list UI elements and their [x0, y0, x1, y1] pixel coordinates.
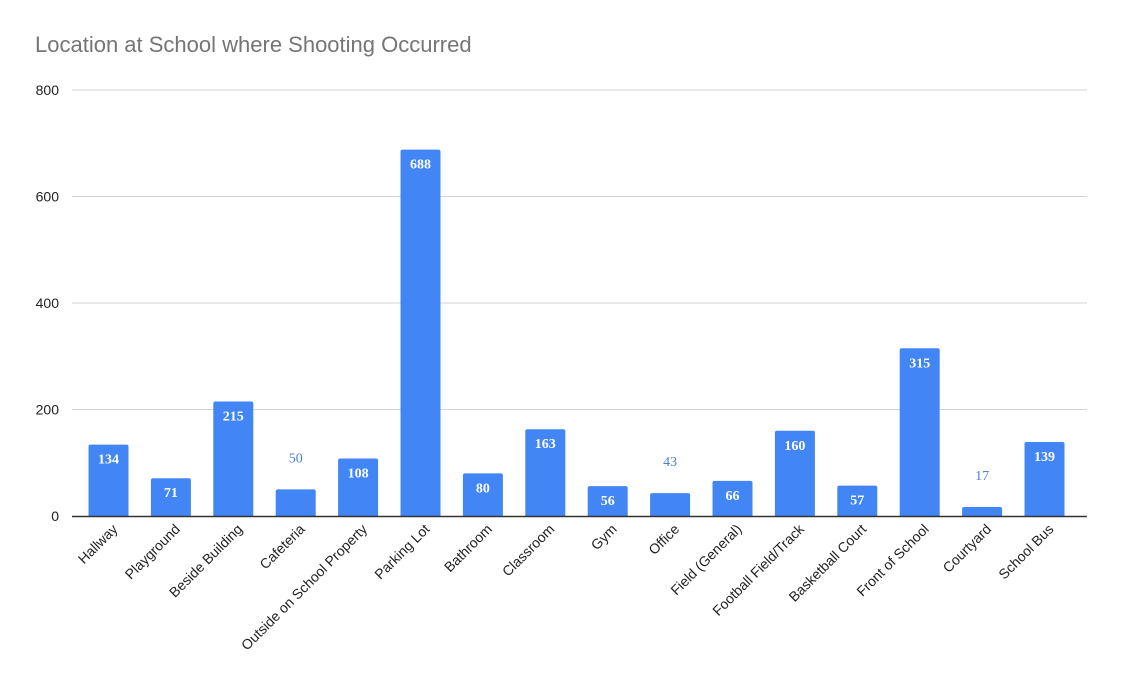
bar: [275, 489, 316, 516]
data-labels: 134 71 215 50 108 688 80 163 56 43 66 160 57 315 17 139: [98, 158, 1055, 510]
x-tick-label: Bathroom: [441, 521, 495, 575]
data-label: 50: [289, 451, 303, 466]
x-tick-label: Gym: [588, 521, 620, 553]
x-tick-label: Playground: [122, 521, 183, 582]
bar: [462, 473, 503, 516]
y-axis-ticks: 0 200 400 600 800: [36, 82, 60, 524]
y-tick-label: 800: [36, 82, 60, 98]
x-tick-label: School Bus: [995, 521, 1056, 582]
bar: [400, 149, 441, 516]
x-tick-label: Parking Lot: [371, 521, 432, 582]
bar: [712, 480, 753, 516]
bar: [150, 478, 191, 516]
bar: [899, 348, 940, 516]
data-label: 43: [663, 455, 677, 470]
bar: [962, 506, 1003, 516]
y-tick-label: 600: [36, 189, 60, 205]
y-tick-label: 0: [51, 508, 59, 524]
x-tick-label: Outside on School Property: [238, 521, 370, 653]
data-label: 108: [348, 466, 369, 481]
data-label: 315: [909, 356, 930, 371]
bar: [650, 493, 691, 516]
data-label: 688: [410, 158, 431, 173]
data-label: 57: [850, 494, 864, 509]
x-tick-label: Courtyard: [939, 521, 994, 576]
bar: [774, 430, 815, 516]
bar: [338, 458, 379, 516]
y-tick-label: 200: [36, 402, 60, 418]
x-tick-label: Cafeteria: [256, 521, 308, 573]
x-tick-label: Office: [645, 521, 682, 558]
bar: [525, 429, 566, 516]
bar: [213, 401, 254, 516]
data-label: 160: [784, 439, 805, 454]
bar: [88, 444, 129, 516]
data-label: 17: [975, 469, 989, 484]
x-tick-label: Classroom: [499, 521, 558, 580]
chart-title: Location at School where Shooting Occurr…: [35, 32, 472, 57]
data-label: 80: [476, 481, 490, 496]
data-label: 66: [726, 489, 740, 504]
data-label: 139: [1034, 450, 1055, 465]
bar: [837, 485, 878, 516]
bars: [88, 149, 1065, 516]
y-tick-label: 400: [36, 295, 60, 311]
data-label: 163: [535, 437, 556, 452]
data-label: 71: [164, 486, 178, 501]
bar: [1024, 441, 1065, 516]
data-label: 215: [223, 410, 244, 425]
x-tick-label: Hallway: [75, 521, 121, 567]
data-label: 134: [98, 453, 119, 468]
bar: [587, 486, 628, 516]
data-label: 56: [601, 494, 615, 509]
